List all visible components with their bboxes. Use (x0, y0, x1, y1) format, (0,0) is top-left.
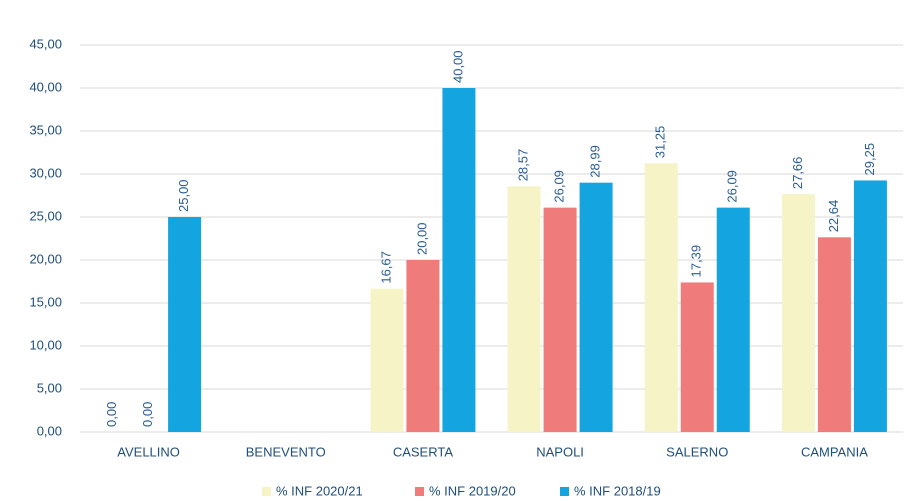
x-tick-label: AVELLINO (117, 444, 180, 459)
x-tick-label: CASERTA (393, 444, 454, 459)
y-tick-label: 30,00 (29, 165, 62, 180)
y-tick-label: 45,00 (29, 36, 62, 51)
y-tick-label: 10,00 (29, 337, 62, 352)
x-tick-label: CAMPANIA (801, 444, 868, 459)
bar (507, 186, 541, 432)
value-label: 27,66 (790, 157, 805, 190)
value-label: 26,09 (552, 170, 567, 203)
y-tick-label: 15,00 (29, 294, 62, 309)
value-label: 25,00 (176, 179, 191, 212)
value-label: 26,09 (725, 170, 740, 203)
y-tick-label: 0,00 (37, 423, 62, 438)
value-label: 29,25 (862, 143, 877, 176)
legend-label: % INF 2018/19 (574, 483, 661, 498)
y-tick-label: 35,00 (29, 122, 62, 137)
value-label: 17,39 (689, 245, 704, 278)
bar (716, 207, 750, 432)
x-tick-label: NAPOLI (536, 444, 584, 459)
legend-swatch (560, 487, 569, 496)
bar (644, 163, 678, 432)
y-tick-label: 40,00 (29, 79, 62, 94)
bar (168, 217, 202, 432)
bar (817, 237, 851, 432)
legend-swatch (415, 487, 424, 496)
legend-label: % INF 2019/20 (429, 483, 516, 498)
x-tick-label: BENEVENTO (246, 444, 326, 459)
value-label: 20,00 (414, 222, 429, 255)
value-label: 31,25 (653, 126, 668, 159)
value-label: 22,64 (826, 200, 841, 233)
legend-label: % INF 2020/21 (276, 483, 363, 498)
value-label: 28,57 (516, 149, 531, 182)
y-tick-label: 20,00 (29, 251, 62, 266)
value-label: 0,00 (104, 402, 119, 427)
legend-swatch (262, 487, 271, 496)
bar (543, 207, 577, 432)
bar (442, 88, 476, 432)
bar (370, 288, 404, 432)
y-tick-label: 25,00 (29, 208, 62, 223)
value-label: 0,00 (140, 402, 155, 427)
y-tick-label: 5,00 (37, 380, 62, 395)
x-tick-label: SALERNO (666, 444, 728, 459)
bar (781, 194, 815, 432)
bar (853, 180, 887, 432)
value-label: 28,99 (588, 145, 603, 178)
bar (579, 182, 613, 432)
bar (680, 282, 714, 432)
value-label: 16,67 (378, 251, 393, 284)
bar (406, 260, 440, 432)
value-label: 40,00 (450, 50, 465, 83)
